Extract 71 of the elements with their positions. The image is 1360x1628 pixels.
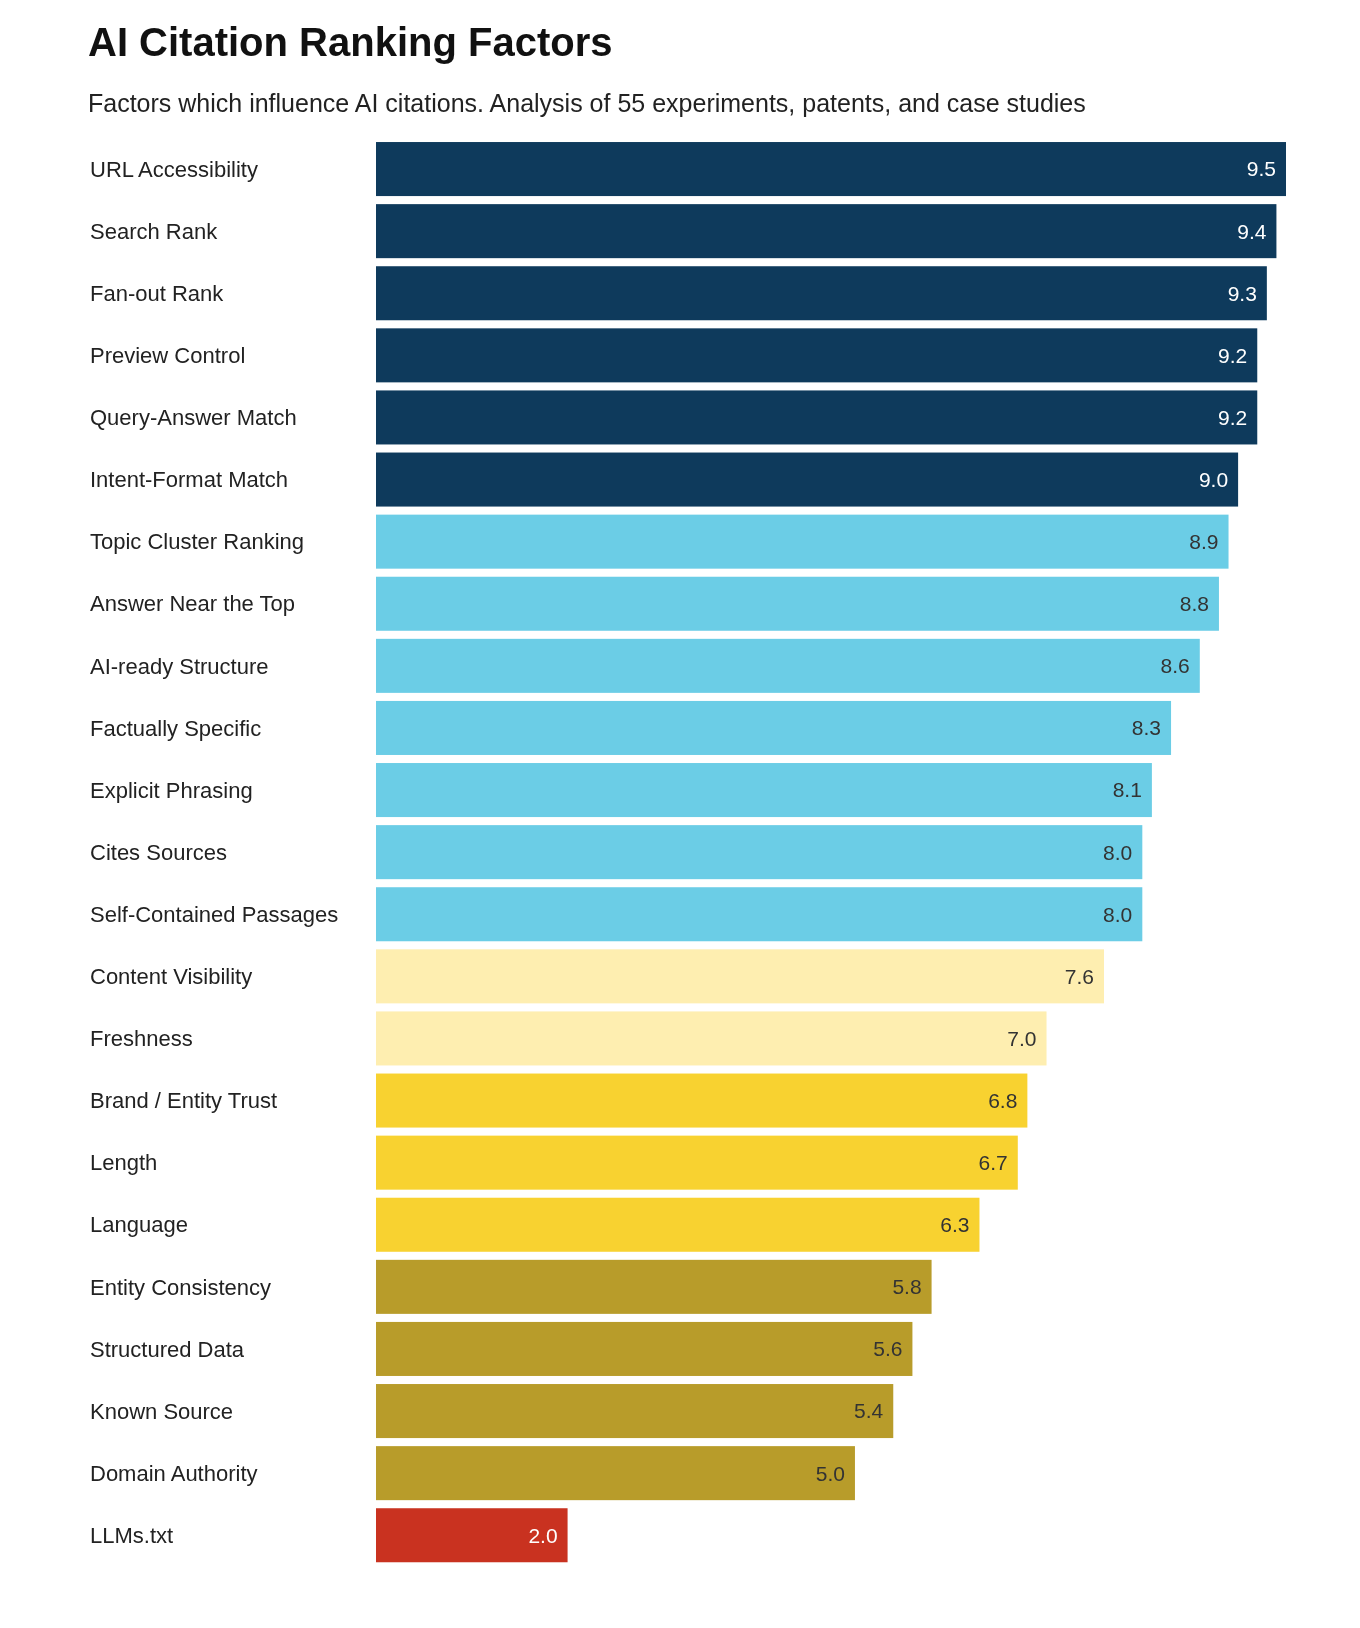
data-label: 8.9	[1189, 530, 1219, 553]
chart-title: AI Citation Ranking Factors	[88, 20, 613, 64]
y-tick-label: Topic Cluster Ranking	[90, 529, 304, 555]
y-tick-label: Brand / Entity Trust	[90, 1088, 278, 1114]
chart-subtitle: Factors which influence AI citations. Analysis of 55 experiments, patents, and case studies	[88, 89, 1086, 117]
y-tick-label: Domain Authority	[90, 1460, 258, 1486]
bar	[376, 1073, 1028, 1128]
y-tick-label: Freshness	[90, 1026, 193, 1052]
data-label: 9.5	[1246, 157, 1276, 181]
data-label: 5.6	[873, 1337, 903, 1361]
bar	[376, 1384, 894, 1439]
y-tick-label: Query-Answer Match	[90, 405, 297, 431]
y-tick-label: Language	[90, 1212, 188, 1238]
data-label: 6.8	[988, 1088, 1018, 1112]
y-tick-label: Preview Control	[90, 343, 246, 369]
y-tick-label: Search Rank	[90, 218, 219, 244]
bar	[376, 1135, 1018, 1190]
bar	[376, 266, 1267, 321]
data-label: 8.8	[1179, 592, 1209, 616]
y-tick-label: Content Visibility	[90, 964, 253, 990]
bar	[376, 1321, 913, 1376]
data-label: 9.2	[1218, 405, 1248, 429]
bar	[376, 887, 1143, 942]
y-tick-label: Entity Consistency	[90, 1274, 271, 1300]
bar	[376, 204, 1277, 259]
bar	[376, 1259, 932, 1314]
data-label: 8.0	[1103, 840, 1133, 864]
data-label: 2.0	[528, 1523, 558, 1547]
bar	[376, 452, 1239, 507]
y-tick-label: LLMs.txt	[90, 1522, 174, 1548]
y-tick-label: Intent-Format Match	[90, 467, 289, 493]
bar	[376, 638, 1200, 693]
y-tick-label: Cites Sources	[90, 839, 227, 865]
data-label: 5.4	[854, 1399, 884, 1423]
data-label: 8.1	[1112, 778, 1142, 802]
y-tick-label: AI-ready Structure	[90, 653, 269, 679]
bar	[376, 700, 1172, 755]
data-label: 5.0	[815, 1461, 845, 1485]
bar	[376, 328, 1258, 383]
bar	[376, 514, 1229, 569]
data-label: 9.0	[1198, 467, 1229, 491]
y-tick-label: URL Accessibility	[90, 156, 258, 182]
bar	[376, 949, 1104, 1004]
y-tick-label: Length	[90, 1150, 158, 1176]
bar	[376, 1508, 568, 1563]
bar	[376, 825, 1143, 880]
data-label: 8.6	[1160, 654, 1190, 678]
y-tick-label: Known Source	[90, 1398, 234, 1424]
bar	[376, 763, 1152, 818]
data-label: 8.0	[1103, 902, 1133, 926]
data-label: 6.3	[940, 1213, 970, 1237]
y-tick-label: Structured Data	[90, 1336, 245, 1362]
data-label: 6.7	[978, 1151, 1008, 1174]
y-tick-label: Factually Specific	[90, 715, 262, 741]
data-label: 8.3	[1131, 716, 1162, 740]
bar	[376, 1446, 855, 1501]
data-label: 7.0	[1007, 1026, 1037, 1050]
bar	[376, 390, 1258, 445]
data-label: 5.8	[892, 1275, 922, 1299]
bar	[376, 1011, 1047, 1066]
bar	[376, 1197, 980, 1252]
y-tick-label: Explicit Phrasing	[90, 777, 253, 803]
y-tick-label: Answer Near the Top	[90, 591, 296, 617]
y-tick-label: Self-Contained Passages	[90, 901, 339, 927]
data-label: 7.6	[1064, 964, 1094, 988]
data-label: 9.3	[1227, 281, 1257, 305]
data-label: 9.2	[1218, 343, 1248, 367]
data-label: 9.4	[1237, 219, 1267, 243]
bar	[376, 142, 1286, 197]
bar	[376, 576, 1219, 631]
y-tick-label: Fan-out Rank	[90, 280, 225, 306]
